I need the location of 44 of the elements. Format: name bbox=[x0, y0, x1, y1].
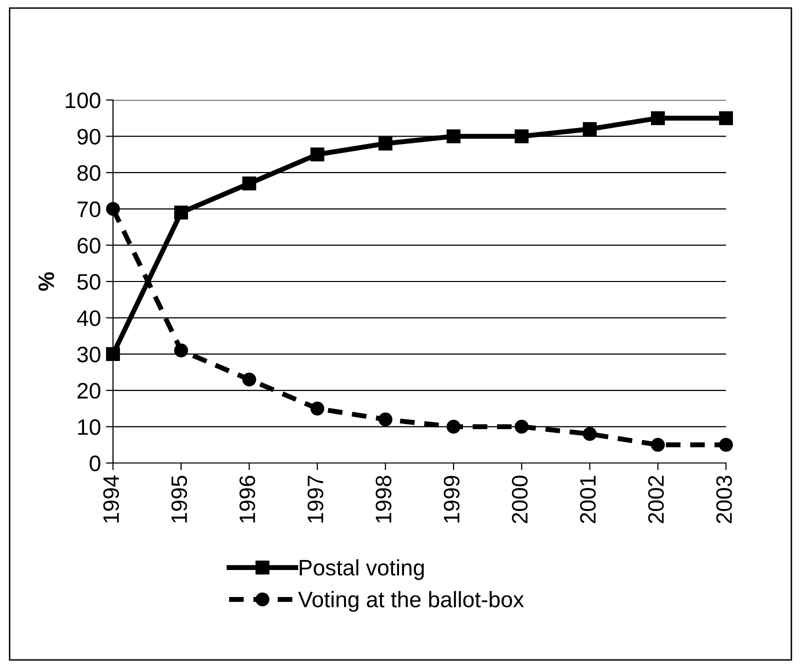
point bbox=[242, 176, 256, 190]
y-tick-label: 20 bbox=[78, 382, 100, 399]
x-tick-label: 1995 bbox=[171, 476, 188, 523]
point bbox=[582, 427, 597, 441]
legend-label: Voting at the ballot-box bbox=[298, 591, 524, 612]
point bbox=[514, 129, 529, 144]
x-tick-label: 1997 bbox=[308, 476, 324, 523]
legend-label: Postal voting bbox=[300, 559, 424, 580]
x-tick-label: 1998 bbox=[376, 476, 392, 523]
x-tick-label: 2003 bbox=[716, 476, 732, 524]
x-tick-label: 2002 bbox=[648, 476, 664, 524]
point bbox=[106, 202, 120, 216]
x-tick-label: 2001 bbox=[580, 476, 596, 524]
point bbox=[378, 136, 392, 151]
y-tick-label: 100 bbox=[66, 92, 100, 108]
point bbox=[514, 420, 529, 434]
point bbox=[650, 111, 665, 126]
point bbox=[174, 206, 188, 220]
point bbox=[378, 412, 392, 426]
y-axis-title: % bbox=[38, 272, 54, 291]
point bbox=[310, 148, 324, 162]
point bbox=[310, 402, 324, 416]
x-tick-label: 1999 bbox=[444, 476, 460, 523]
point bbox=[719, 438, 733, 452]
x-tick-label: 2000 bbox=[512, 476, 528, 524]
y-tick-label: 70 bbox=[78, 201, 100, 218]
x-tick-label: 1996 bbox=[239, 476, 256, 523]
point bbox=[582, 122, 597, 136]
y-tick-label: 0 bbox=[90, 456, 100, 472]
point bbox=[446, 129, 460, 144]
y-tick-label: 40 bbox=[76, 310, 100, 326]
y-tick-label: 60 bbox=[78, 238, 100, 254]
y-tick-label: 30 bbox=[77, 346, 100, 362]
point bbox=[446, 420, 460, 434]
x-tick-label: 1994 bbox=[103, 475, 119, 523]
point bbox=[242, 372, 256, 386]
point bbox=[650, 438, 665, 452]
y-tick-label: 10 bbox=[78, 419, 100, 435]
y-tick-label: 50 bbox=[77, 274, 100, 290]
y-tick-label: 80 bbox=[77, 165, 100, 181]
y-tick-label: 90 bbox=[78, 128, 100, 145]
point bbox=[174, 344, 188, 358]
point bbox=[106, 347, 120, 362]
point bbox=[719, 111, 733, 126]
